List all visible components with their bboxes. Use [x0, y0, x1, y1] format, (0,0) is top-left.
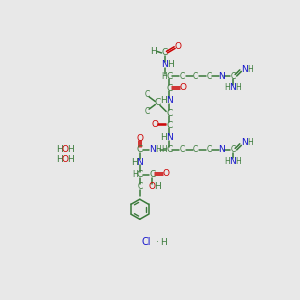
- Text: H: H: [154, 182, 161, 191]
- Text: C: C: [137, 146, 143, 154]
- Text: N: N: [218, 71, 224, 80]
- Text: O: O: [61, 155, 68, 164]
- Text: H: H: [167, 60, 173, 69]
- Text: N: N: [166, 133, 172, 142]
- Text: N: N: [161, 60, 168, 69]
- Text: O: O: [149, 182, 156, 191]
- Text: H: H: [224, 83, 230, 92]
- Text: H: H: [56, 146, 63, 154]
- Text: H: H: [224, 157, 230, 166]
- Text: N: N: [230, 83, 236, 92]
- Text: C: C: [166, 109, 172, 118]
- Text: H: H: [160, 96, 167, 105]
- Text: C: C: [149, 170, 155, 179]
- Text: C: C: [180, 146, 185, 154]
- Text: H: H: [236, 83, 241, 92]
- Text: C: C: [137, 182, 142, 191]
- Text: O: O: [163, 169, 170, 178]
- Text: C: C: [166, 121, 172, 130]
- Text: O: O: [136, 134, 143, 143]
- Text: H: H: [160, 238, 167, 247]
- Text: C: C: [230, 146, 236, 154]
- Text: C: C: [193, 146, 198, 154]
- Text: H: H: [247, 138, 253, 147]
- Text: N: N: [241, 64, 248, 74]
- Text: N: N: [241, 138, 248, 147]
- Text: C: C: [154, 98, 161, 107]
- Text: O: O: [174, 41, 181, 50]
- Text: H: H: [162, 72, 167, 81]
- Text: H: H: [155, 146, 161, 154]
- Text: C: C: [166, 146, 172, 154]
- Text: N: N: [218, 146, 224, 154]
- Text: C: C: [166, 71, 172, 80]
- Text: H: H: [150, 47, 157, 56]
- Text: N: N: [136, 158, 143, 167]
- Text: H: H: [160, 133, 167, 142]
- Text: C: C: [206, 71, 212, 80]
- Text: C: C: [166, 84, 172, 93]
- Text: H: H: [247, 64, 253, 74]
- Text: H: H: [131, 158, 138, 167]
- Text: O: O: [61, 146, 68, 154]
- Text: O: O: [180, 83, 187, 92]
- Text: H: H: [162, 146, 167, 154]
- Text: C: C: [144, 90, 149, 99]
- Text: H: H: [132, 170, 138, 179]
- Text: C: C: [206, 146, 212, 154]
- Text: H: H: [67, 146, 73, 154]
- Text: Cl: Cl: [141, 237, 151, 248]
- Text: O: O: [152, 120, 159, 129]
- Text: C: C: [144, 107, 149, 116]
- Text: C: C: [180, 71, 185, 80]
- Text: H: H: [67, 155, 73, 164]
- Text: N: N: [230, 157, 236, 166]
- Text: H: H: [56, 155, 63, 164]
- Text: C: C: [137, 170, 143, 179]
- Text: C: C: [161, 48, 168, 57]
- Text: H: H: [236, 157, 241, 166]
- Text: C: C: [230, 71, 236, 80]
- Text: ·: ·: [156, 238, 159, 247]
- Text: C: C: [193, 71, 198, 80]
- Text: N: N: [149, 146, 156, 154]
- Text: N: N: [166, 96, 172, 105]
